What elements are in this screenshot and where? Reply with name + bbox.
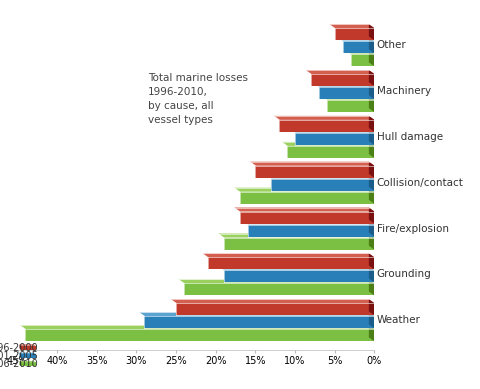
Polygon shape bbox=[369, 50, 374, 66]
Polygon shape bbox=[20, 325, 374, 329]
Polygon shape bbox=[274, 116, 374, 120]
Text: Collision/contact: Collision/contact bbox=[377, 178, 464, 188]
Polygon shape bbox=[369, 116, 374, 132]
Polygon shape bbox=[319, 87, 374, 99]
Polygon shape bbox=[369, 325, 374, 341]
Polygon shape bbox=[170, 299, 374, 303]
Polygon shape bbox=[329, 24, 374, 28]
Polygon shape bbox=[369, 37, 374, 53]
Polygon shape bbox=[369, 221, 374, 237]
Polygon shape bbox=[369, 142, 374, 158]
Polygon shape bbox=[20, 344, 22, 350]
Polygon shape bbox=[25, 329, 374, 341]
Polygon shape bbox=[179, 279, 374, 283]
Polygon shape bbox=[369, 175, 374, 191]
Polygon shape bbox=[369, 266, 374, 282]
Polygon shape bbox=[202, 253, 374, 258]
Polygon shape bbox=[144, 316, 374, 328]
Text: Weather: Weather bbox=[377, 315, 420, 325]
Polygon shape bbox=[369, 24, 374, 40]
Polygon shape bbox=[369, 129, 374, 145]
Polygon shape bbox=[311, 74, 374, 86]
Polygon shape bbox=[266, 175, 374, 179]
Polygon shape bbox=[139, 312, 374, 316]
Polygon shape bbox=[208, 258, 374, 270]
Polygon shape bbox=[20, 344, 36, 346]
Text: Grounding: Grounding bbox=[377, 270, 432, 279]
Polygon shape bbox=[248, 224, 374, 237]
Polygon shape bbox=[335, 28, 374, 40]
Polygon shape bbox=[218, 233, 374, 238]
Polygon shape bbox=[22, 363, 36, 366]
Text: Fire/explosion: Fire/explosion bbox=[377, 224, 449, 233]
Polygon shape bbox=[184, 283, 374, 296]
Polygon shape bbox=[369, 253, 374, 270]
Polygon shape bbox=[369, 96, 374, 112]
Polygon shape bbox=[343, 41, 374, 53]
Text: 2006-2010: 2006-2010 bbox=[0, 359, 38, 370]
Text: Hull damage: Hull damage bbox=[377, 132, 443, 142]
Polygon shape bbox=[287, 146, 374, 158]
Polygon shape bbox=[289, 129, 374, 133]
Polygon shape bbox=[242, 221, 374, 224]
Polygon shape bbox=[345, 50, 374, 54]
Polygon shape bbox=[350, 54, 374, 66]
Polygon shape bbox=[369, 312, 374, 328]
Text: 1996-2000: 1996-2000 bbox=[0, 343, 38, 353]
Polygon shape bbox=[255, 166, 374, 178]
Text: Machinery: Machinery bbox=[377, 86, 431, 96]
Polygon shape bbox=[234, 208, 374, 212]
Polygon shape bbox=[218, 266, 374, 270]
Polygon shape bbox=[271, 179, 374, 191]
Polygon shape bbox=[224, 238, 374, 250]
Polygon shape bbox=[22, 346, 36, 350]
Polygon shape bbox=[369, 162, 374, 178]
Polygon shape bbox=[224, 270, 374, 282]
Polygon shape bbox=[369, 188, 374, 204]
Polygon shape bbox=[369, 299, 374, 315]
Polygon shape bbox=[369, 279, 374, 296]
Polygon shape bbox=[250, 162, 374, 166]
Polygon shape bbox=[369, 70, 374, 86]
Polygon shape bbox=[20, 353, 36, 354]
Polygon shape bbox=[295, 133, 374, 145]
Polygon shape bbox=[279, 120, 374, 132]
Polygon shape bbox=[321, 96, 374, 100]
Polygon shape bbox=[369, 233, 374, 250]
Polygon shape bbox=[337, 37, 374, 41]
Polygon shape bbox=[282, 142, 374, 146]
Polygon shape bbox=[20, 353, 22, 358]
Polygon shape bbox=[20, 361, 36, 363]
Polygon shape bbox=[176, 303, 374, 315]
Polygon shape bbox=[240, 212, 374, 224]
Polygon shape bbox=[240, 192, 374, 204]
Polygon shape bbox=[20, 361, 22, 366]
Polygon shape bbox=[22, 354, 36, 358]
Text: Other: Other bbox=[377, 40, 407, 50]
Polygon shape bbox=[327, 100, 374, 112]
Text: 2001-2005: 2001-2005 bbox=[0, 351, 38, 361]
Polygon shape bbox=[369, 208, 374, 224]
Polygon shape bbox=[369, 83, 374, 99]
Polygon shape bbox=[305, 70, 374, 74]
Polygon shape bbox=[234, 188, 374, 192]
Text: Total marine losses
1996-2010,
by cause, all
vessel types: Total marine losses 1996-2010, by cause,… bbox=[148, 73, 248, 124]
Polygon shape bbox=[313, 83, 374, 87]
